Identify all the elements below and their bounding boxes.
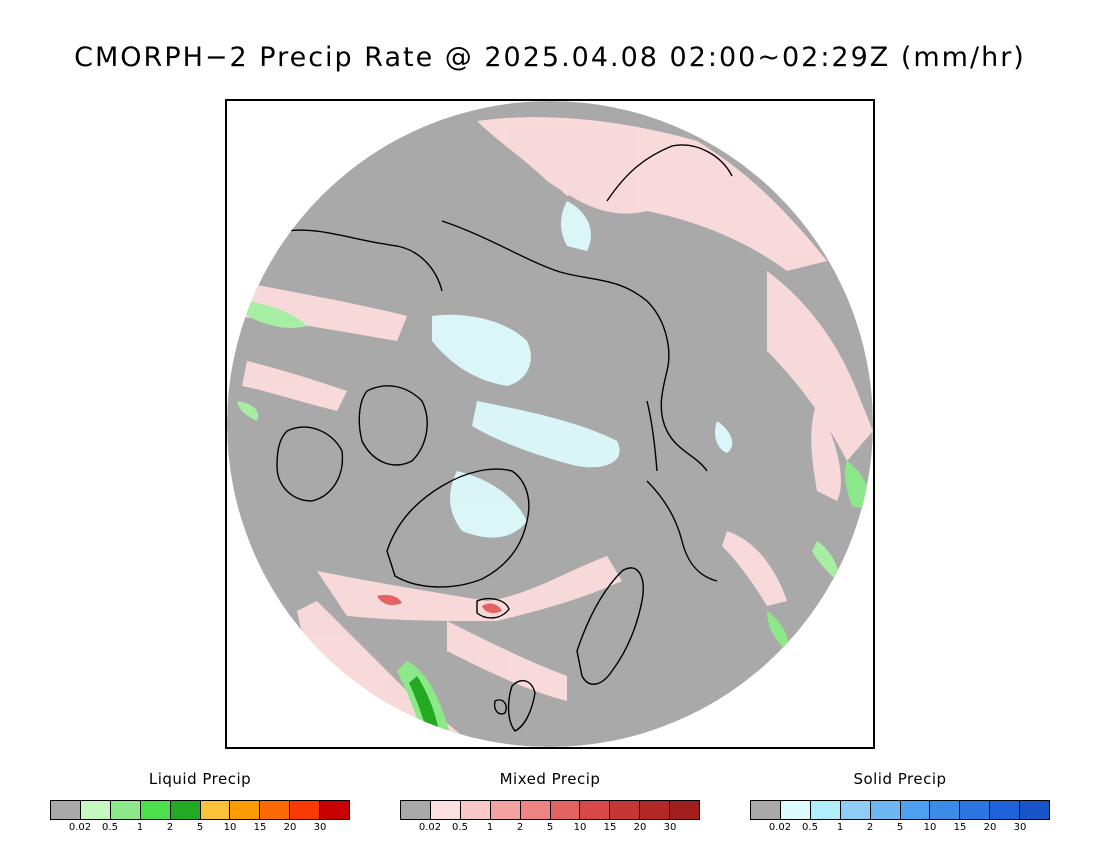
color-swatch (490, 801, 521, 819)
color-swatch (260, 801, 291, 819)
tick-label: 30 (663, 822, 677, 833)
tick-label: 30 (1013, 822, 1027, 833)
tick-label: 10 (223, 822, 237, 833)
color-swatch (230, 801, 261, 819)
color-swatch (80, 801, 111, 819)
canadian-archipelago (358, 385, 428, 466)
tick-label: 10 (923, 822, 937, 833)
color-swatch (670, 801, 700, 819)
color-swatch (1020, 801, 1050, 819)
color-swatch (200, 801, 231, 819)
heavy-mixed-spots (377, 594, 502, 614)
tick-label: 2 (866, 822, 874, 833)
color-swatch (640, 801, 671, 819)
tick-label: 0.5 (802, 822, 818, 833)
color-swatch (320, 801, 350, 819)
legend-title: Mixed Precip (499, 770, 601, 788)
tick-label: 1 (486, 822, 494, 833)
greenland-coast (386, 468, 530, 588)
scandinavia-coast (576, 567, 644, 685)
polar-map (225, 99, 875, 749)
ireland-coast (493, 699, 507, 715)
color-bar (400, 800, 700, 820)
tick-label: 15 (953, 822, 967, 833)
tick-label: 1 (836, 822, 844, 833)
color-swatch (990, 801, 1021, 819)
color-swatch (751, 801, 781, 819)
solid-precip-areas (432, 201, 733, 538)
color-swatch (960, 801, 991, 819)
tick-label: 20 (983, 822, 997, 833)
tick-label: 30 (313, 822, 327, 833)
color-swatch (870, 801, 901, 819)
uk-coast (507, 679, 536, 732)
novaya-zemlya (646, 400, 658, 472)
color-swatch (930, 801, 961, 819)
color-bar (50, 800, 350, 820)
color-swatch (900, 801, 931, 819)
color-swatch (610, 801, 641, 819)
color-swatch (51, 801, 81, 819)
chukotka-coast (606, 144, 733, 202)
color-swatch (840, 801, 871, 819)
kara-sea-coast (646, 480, 718, 582)
tick-label: 0.02 (418, 822, 442, 833)
color-swatch (810, 801, 841, 819)
coastlines (276, 144, 733, 732)
color-swatch (780, 801, 811, 819)
liquid-precip-areas (237, 301, 873, 747)
siberia-coast (441, 220, 708, 472)
tick-label: 5 (196, 822, 204, 833)
tick-label: 10 (573, 822, 587, 833)
map-canvas (227, 101, 873, 747)
hudson-bay-coast (276, 426, 344, 502)
tick-labels: 0.02 0.5 1 2 5 10 15 20 30 (400, 822, 700, 836)
legend-liquid-precip: Liquid Precip 0.02 0.5 1 2 5 10 15 20 30 (50, 770, 350, 836)
alaska-coast (286, 229, 443, 292)
tick-label: 0.02 (768, 822, 792, 833)
tick-label: 5 (896, 822, 904, 833)
tick-label: 0.5 (452, 822, 468, 833)
legend-mixed-precip: Mixed Precip 0.02 0.5 1 2 5 10 15 20 30 (400, 770, 700, 836)
tick-label: 15 (253, 822, 267, 833)
tick-label: 1 (136, 822, 144, 833)
color-swatch (550, 801, 581, 819)
tick-label: 5 (546, 822, 554, 833)
tick-label: 20 (633, 822, 647, 833)
tick-label: 2 (166, 822, 174, 833)
color-swatch (110, 801, 141, 819)
color-swatch (520, 801, 551, 819)
tick-labels: 0.02 0.5 1 2 5 10 15 20 30 (750, 822, 1050, 836)
color-swatch (401, 801, 431, 819)
color-swatch (430, 801, 461, 819)
tick-label: 20 (283, 822, 297, 833)
color-bar (750, 800, 1050, 820)
chart-title: CMORPH−2 Precip Rate @ 2025.04.08 02:00~… (74, 42, 1026, 73)
tick-label: 2 (516, 822, 524, 833)
tick-labels: 0.02 0.5 1 2 5 10 15 20 30 (50, 822, 350, 836)
iceland-coast (476, 597, 510, 619)
tick-label: 0.5 (102, 822, 118, 833)
color-swatch (290, 801, 321, 819)
color-swatch (170, 801, 201, 819)
color-swatch (140, 801, 171, 819)
tick-label: 0.02 (68, 822, 92, 833)
color-swatch (580, 801, 611, 819)
legend-title: Solid Precip (853, 770, 947, 788)
legend-title: Liquid Precip (148, 770, 252, 788)
tick-label: 15 (603, 822, 617, 833)
color-swatch (460, 801, 491, 819)
legend-solid-precip: Solid Precip 0.02 0.5 1 2 5 10 15 20 30 (750, 770, 1050, 836)
